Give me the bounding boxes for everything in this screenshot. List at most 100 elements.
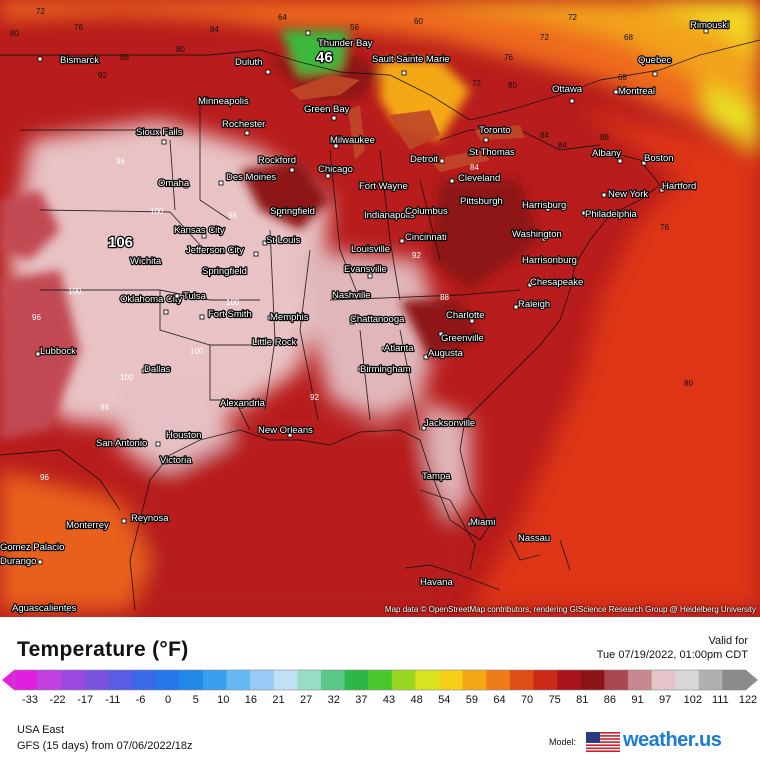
- city-label: Fort Wayne: [359, 181, 408, 192]
- city-marker: [423, 354, 429, 360]
- colorbar-ticks: -33 -22 -17 -11 -6 0 5 10 16 21 27 32 37 43 48 54 59 64 70…: [0, 694, 760, 710]
- colorbar-segment: [320, 670, 346, 690]
- peak-temperature-label: 106: [108, 234, 133, 251]
- city-marker: [349, 319, 355, 325]
- colorbar-segment: [179, 670, 204, 690]
- colorbar-tick-label: -22: [49, 694, 66, 706]
- isoline-label: 100: [190, 347, 204, 356]
- isoline-label: 72: [36, 7, 45, 16]
- city-marker: [545, 536, 551, 542]
- isoline-label: 100: [226, 298, 240, 307]
- city-label: Reynosa: [131, 513, 169, 524]
- city-marker: [367, 273, 373, 279]
- colorbar-tick-label: 70: [520, 694, 534, 706]
- colorbar-segment: [14, 670, 39, 690]
- colorbar-tick-label: 59: [465, 694, 478, 706]
- colorbar-tick-label: 122: [738, 694, 758, 706]
- city-marker: [174, 293, 180, 299]
- city-marker: [659, 187, 665, 193]
- colorbar-tick-label: -17: [77, 694, 94, 706]
- city-marker: [569, 98, 575, 104]
- isoline-label: 76: [74, 23, 83, 32]
- city-label: Jacksonville: [424, 418, 475, 429]
- region-label: USA East: [17, 724, 65, 736]
- city-marker: [641, 160, 647, 166]
- city-label: St Louis: [266, 235, 301, 246]
- city-marker: [545, 206, 551, 212]
- city-label: Springfield: [270, 206, 315, 217]
- colorbar-segment: [155, 670, 180, 690]
- isoline-label: 88: [600, 133, 609, 142]
- city-label: Ottawa: [552, 84, 583, 95]
- colorbar-tick-label: 37: [355, 694, 368, 706]
- colorbar-tick-label: 111: [712, 694, 729, 706]
- city-marker: [244, 130, 250, 136]
- city-marker: [613, 89, 619, 95]
- city-marker: [218, 180, 224, 186]
- isoline-label: 68: [618, 73, 627, 82]
- city-marker: [65, 608, 71, 614]
- city-label: Omaha: [158, 178, 190, 189]
- colorbar-segment: [462, 670, 487, 690]
- isoline-label: 64: [278, 13, 287, 22]
- colorbar-segment: [61, 670, 86, 690]
- isoline-label: 84: [210, 25, 219, 34]
- colorbar-segment: [226, 670, 251, 690]
- colorbar-tick-label: 32: [327, 694, 340, 706]
- city-marker: [391, 212, 397, 218]
- colorbar-segment: [533, 670, 558, 690]
- city-marker: [37, 56, 43, 62]
- isoline-label: 96: [228, 211, 237, 220]
- city-label: Detroit: [410, 154, 438, 165]
- city-label: Indianapolis: [364, 210, 415, 221]
- colorbar-segment: [675, 670, 700, 690]
- city-label: Nassau: [518, 533, 550, 544]
- city-marker: [163, 309, 169, 315]
- city-marker: [35, 351, 41, 357]
- isoline-label: 72: [568, 13, 577, 22]
- city-label: St Thomas: [469, 147, 515, 158]
- city-marker: [262, 240, 268, 246]
- colorbar-tick-label: 75: [548, 694, 561, 706]
- city-label: Fort Smith: [208, 309, 252, 320]
- isoline-label: 96: [32, 313, 41, 322]
- city-label: Charlotte: [446, 310, 485, 321]
- isoline-label: 76: [504, 53, 513, 62]
- colorbar-tick-label: 64: [493, 694, 506, 706]
- city-marker: [37, 559, 43, 565]
- city-label: Pittsburgh: [460, 196, 503, 207]
- city-label: Louisville: [351, 244, 390, 255]
- city-label: Toronto: [479, 125, 511, 136]
- city-marker: [435, 475, 441, 481]
- isoline-label: 92: [98, 71, 107, 80]
- weather-us-logo[interactable]: weather.us: [623, 729, 722, 751]
- city-marker: [191, 433, 197, 439]
- isoline-label: 80: [508, 81, 517, 90]
- colorbar-segment: [439, 670, 464, 690]
- city-label: Columbus: [405, 206, 448, 217]
- city-label: Memphis: [270, 312, 309, 323]
- isoline-label: 88: [120, 53, 129, 62]
- city-label: Monterrey: [66, 520, 109, 531]
- city-label: Havana: [420, 577, 453, 588]
- city-label: Tulsa: [183, 291, 207, 302]
- city-label: Cleveland: [458, 173, 500, 184]
- colorbar-tick-label: 91: [631, 694, 644, 706]
- isoline-label: 84: [540, 131, 549, 140]
- city-marker: [383, 247, 389, 253]
- isoline-label: 80: [10, 29, 19, 38]
- colorbar-segment: [486, 670, 511, 690]
- colorbar-tick-label: 81: [576, 694, 589, 706]
- colorbar-tick-label: 43: [382, 694, 396, 706]
- city-marker: [581, 210, 587, 216]
- city-label: Washington: [512, 229, 562, 240]
- city-label: Rochester: [222, 119, 265, 130]
- city-marker: [467, 521, 473, 527]
- colorbar-tick-label: 21: [272, 694, 285, 706]
- city-marker: [421, 425, 427, 431]
- city-marker: [161, 459, 167, 465]
- city-marker: [477, 198, 483, 204]
- map-attribution: Map data © OpenStreetMap contributors, r…: [384, 605, 756, 614]
- city-label: Tampa: [422, 471, 451, 482]
- city-label: Gomez Palacio: [0, 542, 64, 553]
